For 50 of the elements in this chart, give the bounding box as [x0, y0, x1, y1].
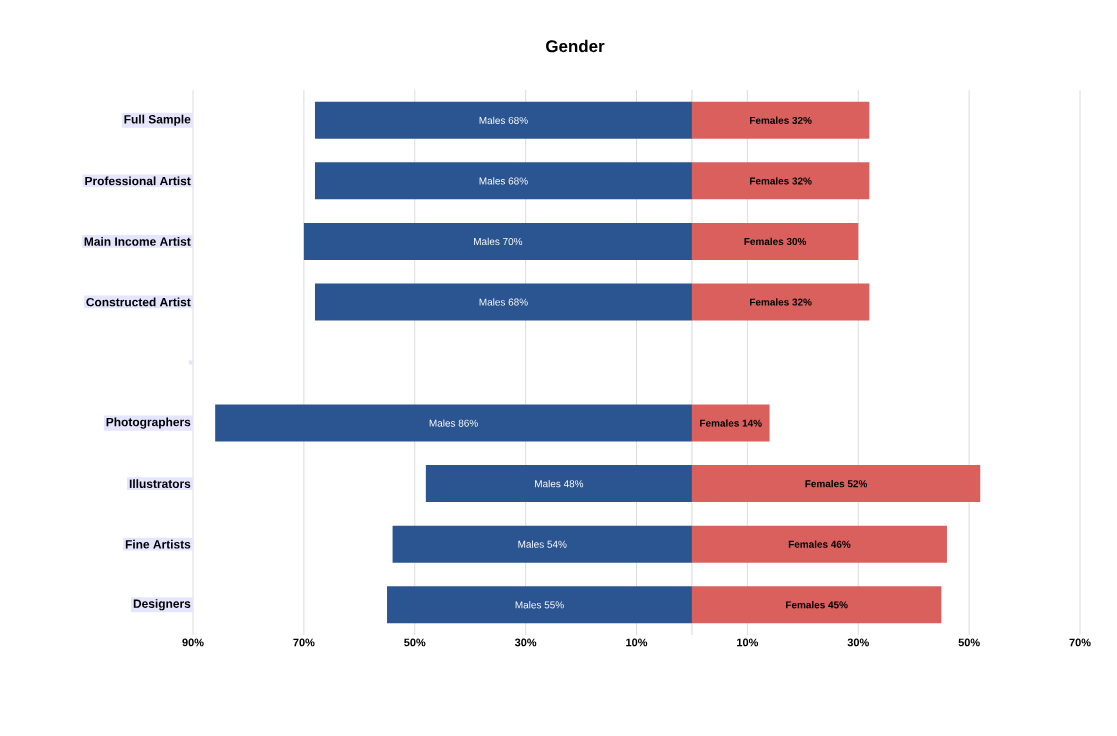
x-tick-label: 50% [404, 638, 426, 647]
bar [691, 525, 947, 563]
data-label: Males 68% [479, 298, 528, 306]
y-tick-label: Professional Artist [85, 176, 191, 186]
y-tick-label: Main Income Artist [84, 237, 191, 246]
data-label: Males 48% [535, 479, 584, 488]
bar [303, 222, 692, 260]
bar [314, 283, 692, 321]
bar [691, 586, 942, 624]
chart-title: Gender [546, 39, 605, 53]
bar [691, 283, 870, 321]
y-tick-label: Fine Artists [125, 539, 191, 549]
bar [215, 404, 692, 442]
data-label: Females 14% [700, 419, 762, 427]
data-label: Males 54% [518, 540, 567, 548]
data-label: Females 32% [750, 116, 812, 124]
data-label: Females 52% [805, 479, 868, 488]
bar [392, 525, 692, 563]
x-tick-label: 10% [737, 638, 759, 647]
data-label: Females 45% [786, 601, 848, 609]
bar [691, 404, 770, 442]
data-label: Females 30% [744, 237, 807, 246]
y-tick-label: Photographers [106, 417, 191, 429]
bar [314, 162, 692, 200]
data-label: Males 68% [479, 177, 528, 185]
x-tick-label: 10% [626, 638, 648, 647]
x-tick-label: 30% [847, 638, 869, 647]
x-tick-label: 50% [958, 638, 980, 647]
x-tick-label: 70% [1069, 638, 1091, 647]
bar [691, 222, 859, 260]
bar [691, 101, 870, 139]
bar [314, 101, 692, 139]
data-label: Males 55% [515, 601, 564, 609]
y-tick-label: Full Sample [124, 114, 191, 126]
x-tick-label: 30% [514, 638, 537, 647]
data-label: Males 68% [479, 116, 528, 124]
data-label: Males 70% [474, 237, 523, 246]
x-tick-label: 90% [182, 638, 204, 647]
x-tick-label: 70% [293, 638, 315, 647]
y-tick-label: Illustrators [129, 479, 191, 488]
bar [387, 586, 692, 624]
data-label: Females 32% [750, 177, 812, 185]
bar [691, 465, 981, 503]
bar [691, 162, 870, 200]
data-label: Females 32% [750, 298, 812, 306]
y-tick-label: Constructed Artist [86, 297, 191, 307]
data-label: Females 46% [788, 540, 851, 548]
y-tick-label: Designers [133, 599, 191, 611]
bar [425, 465, 692, 503]
data-label: Males 86% [429, 419, 478, 427]
